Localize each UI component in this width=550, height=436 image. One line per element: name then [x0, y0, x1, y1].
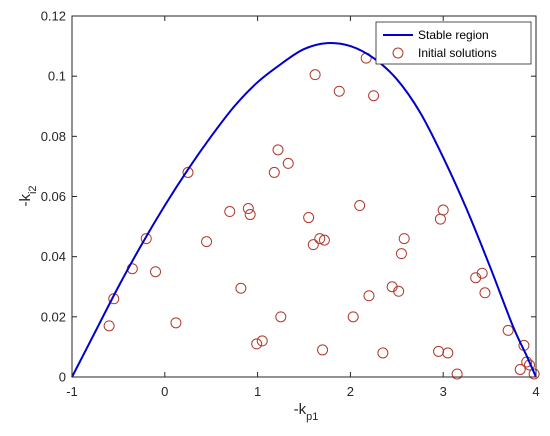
x-tick-label: 1: [254, 384, 261, 399]
y-tick-label: 0.08: [41, 129, 66, 144]
initial-solution-point: [442, 347, 454, 359]
y-tick-label: 0.1: [48, 69, 66, 84]
initial-solution-point: [514, 363, 526, 375]
initial-solution-point: [307, 239, 319, 251]
x-tick-label: 2: [347, 384, 354, 399]
initial-solution-point: [502, 324, 514, 336]
initial-solution-point: [317, 344, 329, 356]
initial-solution-point: [318, 234, 330, 246]
initial-solution-point: [347, 311, 359, 323]
x-tick-label: 3: [440, 384, 447, 399]
y-tick-label: 0: [59, 370, 66, 385]
initial-solution-point: [368, 90, 380, 102]
initial-solution-point: [451, 368, 463, 380]
marker-layer: [103, 52, 540, 380]
plot-area: [72, 16, 536, 377]
initial-solution-point: [242, 203, 254, 215]
initial-solution-point: [395, 248, 407, 260]
y-tick-label: 0.04: [41, 249, 66, 264]
initial-solution-point: [377, 347, 389, 359]
legend-label-initial-solutions: Initial solutions: [418, 46, 497, 60]
initial-solution-point: [272, 144, 284, 156]
y-axis-label: -ki2: [17, 185, 39, 206]
initial-solution-point: [251, 338, 263, 350]
initial-solution-point: [398, 233, 410, 245]
initial-solution-point: [476, 267, 488, 279]
legend-label-stable-region: Stable region: [418, 28, 489, 42]
y-tick-label: 0.06: [41, 189, 66, 204]
x-tick-label: -1: [66, 384, 78, 399]
legend: Stable region Initial solutions: [375, 21, 532, 65]
y-tick-label: 0.12: [41, 9, 66, 24]
initial-solution-point: [393, 285, 405, 297]
x-axis-label: -kp1: [294, 401, 319, 423]
initial-solution-point: [224, 206, 236, 218]
initial-solution-point: [275, 311, 287, 323]
initial-solution-point: [201, 236, 213, 248]
initial-solution-point: [140, 233, 152, 245]
legend-marker-swatch: [392, 47, 404, 59]
initial-solution-point: [268, 166, 280, 178]
initial-solution-point: [150, 266, 162, 278]
initial-solution-point: [256, 335, 268, 347]
x-tick-label: 0: [161, 384, 168, 399]
tick-layer: -1 0 1 2 3 400.020.040.060.080.10.12: [41, 9, 540, 400]
initial-solution-point: [528, 368, 540, 380]
initial-solution-point: [182, 166, 194, 178]
curve-layer: [71, 41, 537, 378]
initial-solution-point: [309, 69, 321, 81]
initial-solution-point: [303, 212, 315, 224]
initial-solution-point: [437, 204, 449, 216]
initial-solution-point: [333, 85, 345, 97]
stable-region-curve: [71, 41, 537, 378]
initial-solution-point: [244, 209, 256, 221]
initial-solution-point: [103, 320, 115, 332]
initial-solution-point: [170, 317, 182, 329]
legend-box: [375, 21, 532, 65]
initial-solution-point: [363, 290, 375, 302]
initial-solution-point: [235, 282, 247, 294]
x-tick-label: 4: [532, 384, 539, 399]
initial-solution-point: [354, 200, 366, 212]
initial-solution-point: [314, 233, 326, 245]
initial-solution-point: [479, 287, 491, 299]
initial-solution-point: [282, 157, 294, 169]
y-tick-label: 0.02: [41, 309, 66, 324]
